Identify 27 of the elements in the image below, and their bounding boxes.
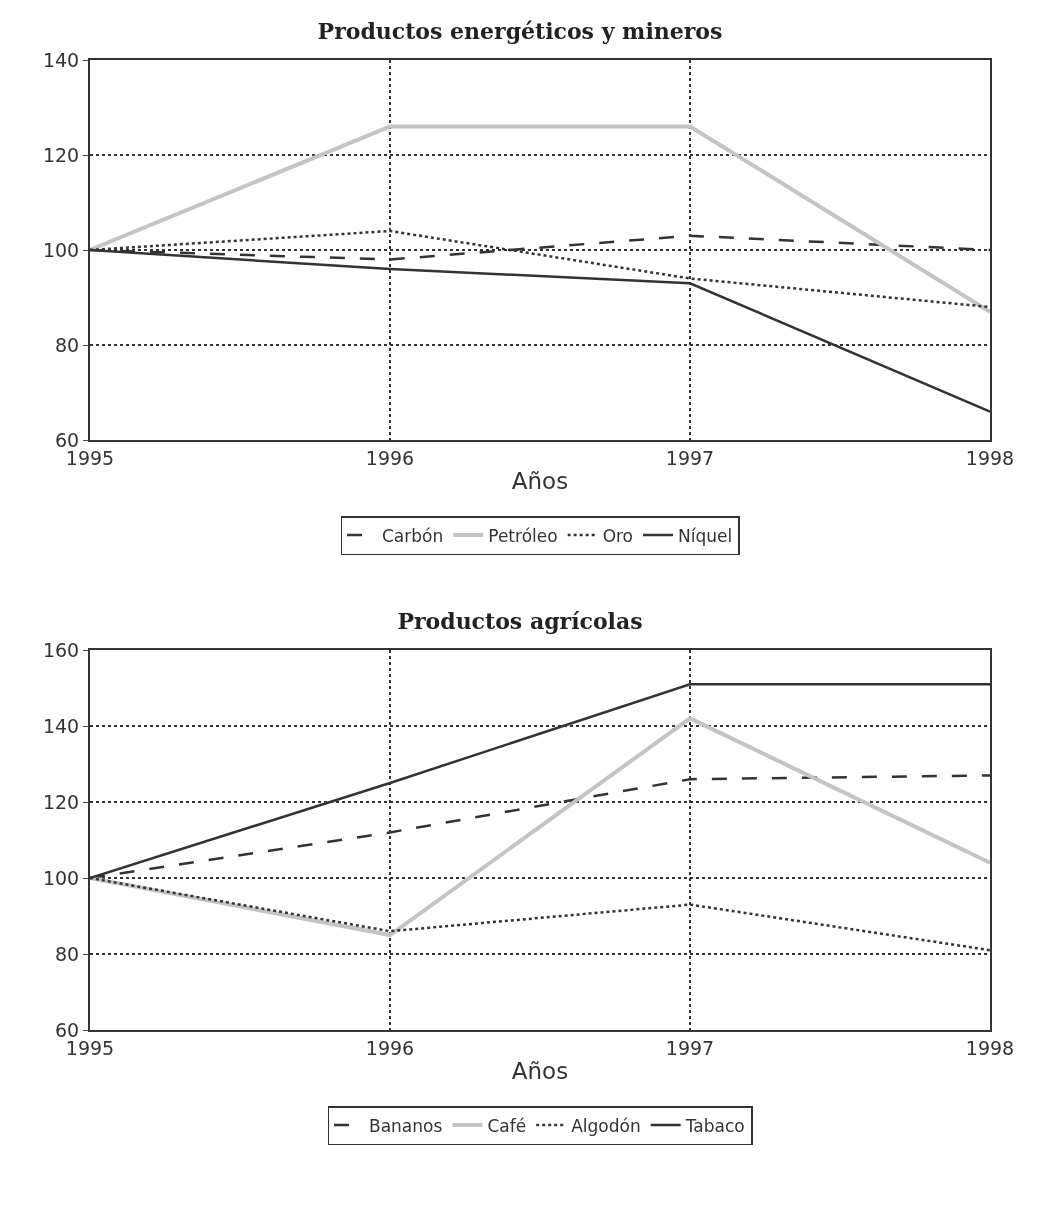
legend-label: Tabaco — [684, 1115, 745, 1136]
x-tick-label: 1996 — [365, 446, 415, 469]
y-tick-label: 140 — [42, 48, 80, 71]
legend-label: Carbón — [382, 525, 444, 546]
y-tick-label: 120 — [42, 790, 80, 813]
chart-title: Productos energéticos y mineros — [317, 18, 723, 44]
legend-label: Algodón — [571, 1115, 641, 1136]
x-tick-label: 1998 — [965, 1036, 1015, 1059]
y-tick-label: 160 — [42, 638, 80, 661]
y-tick-label: 140 — [42, 714, 80, 737]
y-tick-label: 100 — [42, 866, 80, 889]
x-tick-label: 1996 — [365, 1036, 415, 1059]
x-axis-title: Años — [511, 467, 569, 494]
x-tick-label: 1997 — [665, 446, 715, 469]
x-tick-label: 1998 — [965, 446, 1015, 469]
legend-label: Petróleo — [488, 525, 558, 546]
x-tick-label: 1997 — [665, 1036, 715, 1059]
legend-label: Café — [487, 1115, 527, 1136]
chart-title: Productos agrícolas — [397, 608, 643, 634]
y-tick-label: 120 — [42, 143, 80, 166]
legend-label: Bananos — [369, 1115, 443, 1136]
y-tick-label: 80 — [55, 942, 80, 965]
y-tick-label: 80 — [55, 333, 80, 356]
x-axis-title: Años — [511, 1057, 569, 1084]
legend-label: Níquel — [678, 525, 733, 546]
y-tick-label: 100 — [42, 238, 80, 261]
legend-label: Oro — [602, 525, 634, 546]
